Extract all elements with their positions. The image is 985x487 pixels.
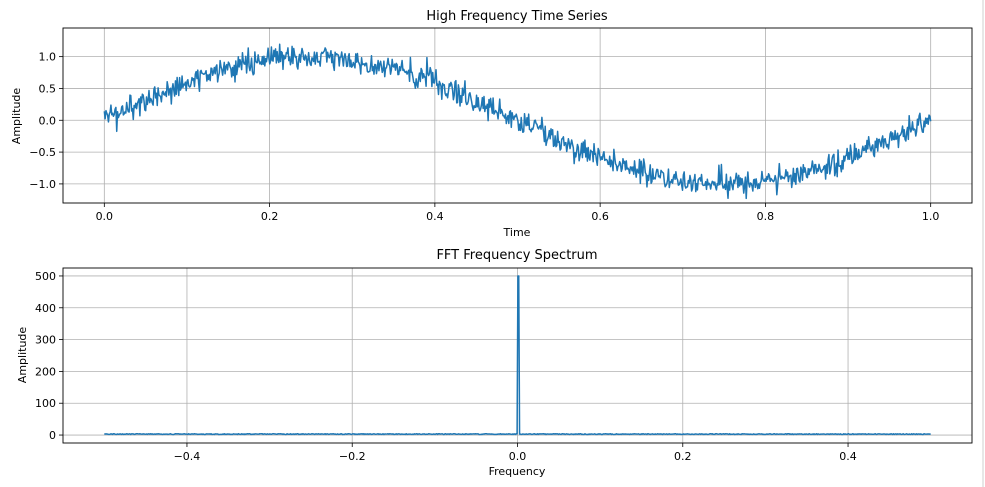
y-tick-label: 200 bbox=[35, 365, 56, 378]
time-series-axes: High Frequency Time Series 0.0 0.2 0.4 0.6 0… bbox=[10, 9, 972, 239]
x-tick-label: 0.0 bbox=[96, 210, 114, 223]
x-tick-label: −0.4 bbox=[174, 450, 201, 463]
y-tick-label: 300 bbox=[35, 334, 56, 347]
x-tick-label: 0.2 bbox=[674, 450, 692, 463]
time-series-ylabel: Amplitude bbox=[10, 88, 23, 145]
time-series-frame bbox=[63, 28, 972, 203]
time-series-xlabel: Time bbox=[503, 226, 531, 239]
y-tick-label: 100 bbox=[35, 397, 56, 410]
y-tick-label: 500 bbox=[35, 270, 56, 283]
y-tick-label: −1.0 bbox=[29, 178, 56, 191]
y-tick-label: −0.5 bbox=[29, 146, 56, 159]
x-tick-label: 0.8 bbox=[757, 210, 775, 223]
x-tick-label: −0.2 bbox=[339, 450, 366, 463]
x-tick-label: 0.0 bbox=[509, 450, 527, 463]
x-tick-label: 0.6 bbox=[591, 210, 609, 223]
x-tick-label: 0.2 bbox=[261, 210, 279, 223]
y-tick-label: 0.0 bbox=[39, 114, 57, 127]
y-tick-label: 0.5 bbox=[39, 82, 57, 95]
time-series-ticks: 0.0 0.2 0.4 0.6 0.8 1.0 −1.0 −0.5 0.0 0.5 1.0 bbox=[29, 51, 939, 223]
x-tick-label: 1.0 bbox=[922, 210, 940, 223]
fft-spectrum-line bbox=[104, 276, 930, 435]
fft-spectrum-title: FFT Frequency Spectrum bbox=[436, 248, 597, 263]
y-tick-label: 1.0 bbox=[39, 51, 57, 64]
fft-spectrum-ylabel: Amplitude bbox=[16, 327, 29, 384]
x-tick-label: 0.4 bbox=[839, 450, 857, 463]
time-series-title: High Frequency Time Series bbox=[426, 9, 607, 24]
time-series-line bbox=[104, 44, 930, 198]
time-series-grid bbox=[63, 28, 972, 203]
y-tick-label: 0 bbox=[49, 429, 56, 442]
x-tick-label: 0.4 bbox=[426, 210, 444, 223]
y-tick-label: 400 bbox=[35, 302, 56, 315]
fft-spectrum-xlabel: Frequency bbox=[489, 465, 546, 478]
fft-spectrum-axes: FFT Frequency Spectrum −0.4 −0.2 0.0 0.2 0.4… bbox=[16, 248, 972, 478]
